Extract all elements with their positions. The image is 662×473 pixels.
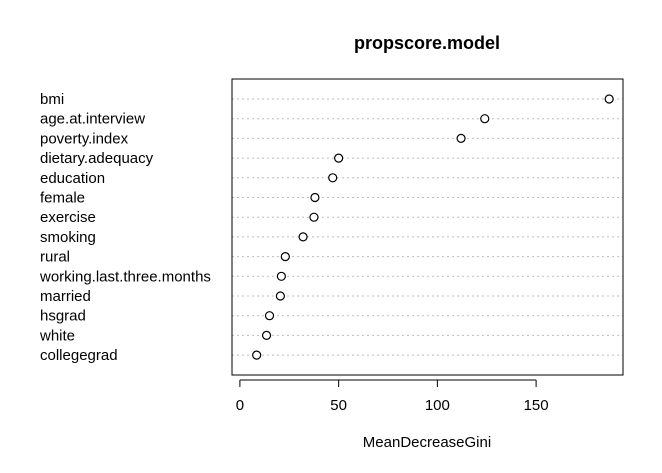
category-label: dietary.adequacy [40, 150, 154, 167]
x-axis: 0 50 100 150 [236, 379, 549, 414]
data-point [480, 114, 490, 124]
category-label: collegegrad [40, 347, 118, 364]
x-tick-label: 0 [236, 397, 244, 414]
data-point [252, 350, 262, 360]
x-tick-label: 100 [425, 397, 450, 414]
chart-title: propscore.model [354, 33, 500, 53]
data-point [276, 271, 286, 281]
category-label: married [40, 288, 91, 305]
data-point [264, 311, 275, 321]
gridlines [232, 98, 623, 356]
data-point [280, 252, 290, 262]
data-points [252, 94, 614, 360]
data-point [604, 94, 614, 104]
x-axis-label: MeanDecreaseGini [363, 434, 491, 451]
category-label: smoking [40, 229, 96, 246]
plot-frame [231, 78, 624, 376]
category-label: female [40, 190, 85, 207]
x-tick-label: 50 [330, 397, 347, 414]
category-label: hsgrad [40, 308, 86, 325]
x-tick-label: 150 [524, 397, 549, 414]
category-labels: bmi age.at.interview poverty.index dietary.… [39, 91, 211, 364]
data-point [334, 153, 344, 163]
data-point [298, 232, 308, 242]
category-label: rural [40, 249, 70, 266]
category-label: exercise [40, 209, 96, 226]
category-label: working.last.three.months [39, 268, 211, 285]
category-label: poverty.index [40, 130, 129, 147]
data-point [261, 330, 272, 340]
data-point [275, 291, 285, 301]
data-point [310, 192, 320, 203]
category-label: white [39, 327, 75, 344]
category-label: bmi [40, 91, 64, 108]
category-label: education [40, 170, 105, 187]
data-point [309, 212, 319, 222]
data-point [328, 173, 338, 183]
data-point [456, 133, 466, 143]
category-label: age.at.interview [40, 111, 145, 128]
